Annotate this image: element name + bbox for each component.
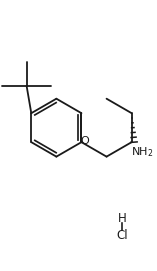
Text: Cl: Cl bbox=[116, 229, 128, 242]
Text: O: O bbox=[81, 136, 89, 146]
Text: NH$_2$: NH$_2$ bbox=[131, 146, 154, 159]
Text: H: H bbox=[118, 212, 127, 225]
